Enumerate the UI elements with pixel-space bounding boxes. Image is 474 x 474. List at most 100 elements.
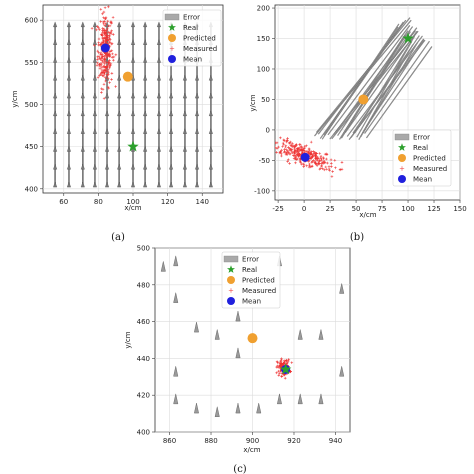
- measured-point: [282, 373, 286, 377]
- error-rod-arrow: [53, 57, 58, 63]
- measured-point: [281, 141, 285, 145]
- measured-point: [108, 52, 111, 56]
- x-tick-label: 100: [401, 205, 414, 213]
- measured-point: [292, 157, 296, 160]
- legend-label: Measured: [413, 165, 447, 173]
- measured-point: [305, 144, 308, 148]
- measured-point: [275, 139, 276, 141]
- error-line-highlight: [350, 38, 424, 138]
- measured-point: [266, 143, 269, 146]
- measured-point: [284, 148, 288, 151]
- measured-point: [288, 147, 292, 150]
- x-tick-label: 0: [302, 205, 306, 213]
- error-line-highlight: [325, 21, 404, 133]
- y-tick-label: 400: [25, 185, 38, 193]
- measured-point: [107, 70, 110, 74]
- measured-point: [90, 26, 94, 30]
- error-rod-arrow: [156, 181, 161, 188]
- error-rod-arrow: [80, 39, 85, 45]
- measured-point: [286, 160, 289, 163]
- measured-point: [104, 22, 107, 26]
- error-marker: [173, 393, 179, 405]
- error-rod-arrow: [156, 92, 161, 99]
- measured-point: [96, 58, 99, 61]
- measured-point: [103, 20, 106, 23]
- error-rod-arrow: [182, 74, 187, 81]
- error-rod-arrow: [80, 57, 85, 63]
- x-tick-label: 75: [378, 205, 387, 213]
- measured-point: [296, 150, 299, 153]
- measured-point: [284, 145, 287, 149]
- measured-point: [294, 156, 298, 160]
- measured-point: [334, 166, 337, 170]
- error-rod-arrow: [143, 39, 148, 45]
- measured-point: [280, 152, 283, 156]
- x-tick-label: 900: [246, 437, 259, 445]
- measured-point: [100, 68, 104, 72]
- measured-point: [111, 33, 115, 36]
- error-rod-arrow: [80, 92, 85, 99]
- measured-point: [103, 68, 106, 72]
- measured-point: [99, 73, 102, 77]
- error-rod-arrow: [105, 146, 110, 152]
- measured-point: [97, 37, 101, 41]
- measured-point: [111, 52, 114, 56]
- legend-swatch-measured: [399, 166, 405, 171]
- y-axis-label-c: y/cm: [124, 331, 132, 348]
- measured-point: [320, 161, 323, 165]
- measured-point: [275, 147, 279, 150]
- measured-point: [287, 151, 291, 154]
- measured-point: [99, 62, 103, 65]
- error-marker: [160, 261, 166, 272]
- error-marker: [318, 329, 324, 340]
- error-rod-arrow: [92, 57, 97, 63]
- measured-point: [322, 159, 326, 163]
- error-rod-arrow: [105, 128, 110, 134]
- measured-point: [310, 164, 314, 168]
- legend-box: [392, 129, 452, 187]
- measured-point: [287, 141, 291, 145]
- error-line-highlight: [358, 44, 414, 140]
- y-axis-label-a: y/cm: [11, 90, 19, 107]
- measured-point: [104, 31, 107, 34]
- predicted-point: [247, 333, 258, 344]
- y-tick-label: 440: [137, 355, 150, 363]
- error-rod-arrow: [195, 92, 200, 99]
- error-rod-arrow: [208, 128, 213, 134]
- measured-point: [97, 55, 101, 58]
- error-marker: [297, 393, 303, 405]
- measured-point: [98, 57, 101, 60]
- error-rod-arrow: [169, 128, 174, 134]
- legend-box: [162, 9, 222, 67]
- measured-point: [101, 53, 104, 56]
- error-rod-arrow: [208, 74, 213, 81]
- measured-point: [278, 361, 282, 365]
- measured-point: [110, 56, 114, 59]
- measured-point: [298, 143, 301, 146]
- y-tick-label: 420: [137, 392, 150, 400]
- measured-point: [112, 55, 116, 59]
- legend-label: Predicted: [242, 277, 275, 285]
- error-rod-arrow: [208, 92, 213, 99]
- measured-point: [97, 51, 101, 54]
- measured-point: [315, 159, 319, 162]
- measured-point: [96, 25, 99, 28]
- error-marker: [173, 292, 179, 303]
- measured-point: [100, 74, 104, 77]
- measured-point: [108, 38, 112, 41]
- measured-point: [329, 162, 333, 165]
- error-rod-arrow: [143, 146, 148, 152]
- measured-point: [104, 79, 107, 83]
- error-rod-arrow: [143, 92, 148, 99]
- measured-point: [315, 164, 319, 168]
- error-line-highlight: [366, 46, 433, 139]
- measured-point: [99, 20, 103, 23]
- measured-point: [111, 16, 115, 19]
- measured-point: [275, 151, 278, 154]
- error-rod-arrow: [66, 128, 71, 134]
- error-rod-arrow: [80, 163, 85, 170]
- measured-point: [108, 41, 112, 44]
- measured-point: [284, 140, 288, 144]
- error-rod-arrow: [169, 92, 174, 99]
- error-rod-arrow: [182, 146, 187, 152]
